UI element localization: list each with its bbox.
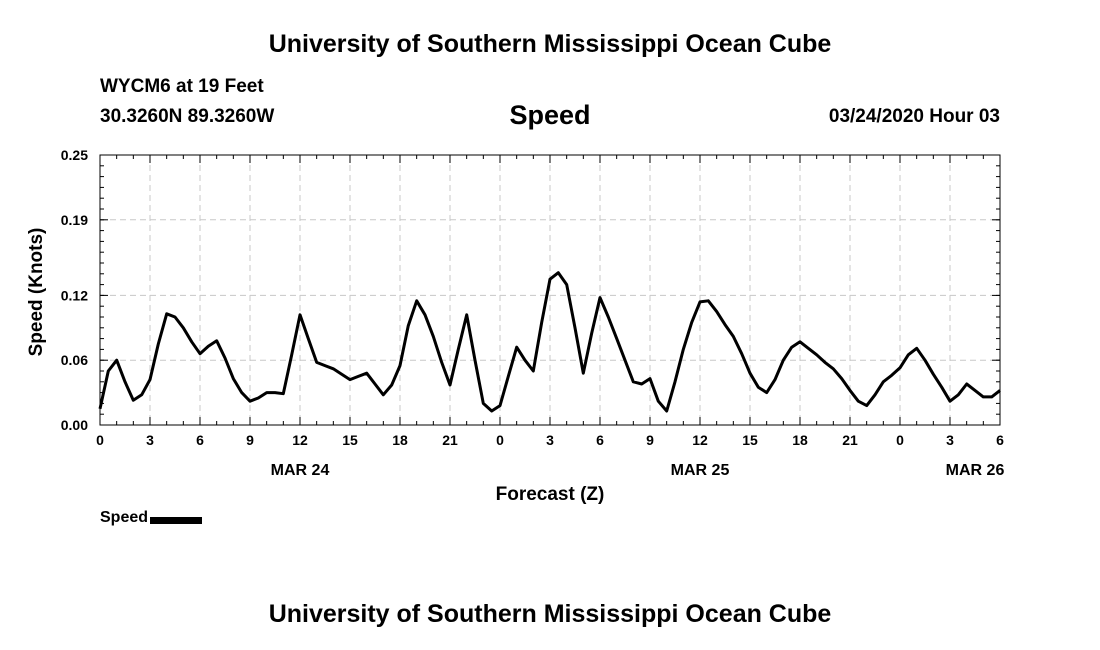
x-tick-label: 15 [342, 432, 358, 448]
x-tick-label: 18 [792, 432, 808, 448]
y-tick-label: 0.19 [61, 212, 88, 228]
x-tick-label: 21 [442, 432, 458, 448]
x-tick-label: 18 [392, 432, 408, 448]
x-tick-label: 6 [996, 432, 1004, 448]
station-coordinates: 30.3260N 89.3260W [100, 106, 275, 127]
series-layer [98, 271, 1001, 413]
y-axis-title: Speed (Knots) [26, 228, 47, 357]
station-label: WYCM6 at 19 Feet [100, 76, 264, 97]
x-tick-label: 0 [96, 432, 104, 448]
chart-title: Speed [509, 100, 591, 130]
legend: Speed [100, 509, 203, 527]
x-tick-label: 6 [196, 432, 204, 448]
x-tick-label: 21 [842, 432, 858, 448]
axis-ticks [99, 154, 1001, 426]
x-tick-label: 3 [146, 432, 154, 448]
series-line-speed [98, 271, 1001, 413]
x-tick-label: 3 [946, 432, 954, 448]
x-tick-label: 12 [692, 432, 708, 448]
x-tick-label: 12 [292, 432, 308, 448]
page-title-top: University of Southern Mississippi Ocean… [268, 30, 832, 58]
x-tick-label: 3 [546, 432, 554, 448]
date-label: MAR 25 [671, 462, 730, 479]
y-tick-label: 0.06 [61, 352, 88, 368]
y-tick-label: 0.12 [61, 287, 88, 303]
x-tick-label: 15 [742, 432, 758, 448]
legend-label: Speed [100, 509, 149, 526]
grid-lines [100, 155, 1000, 425]
page-title-bottom: University of Southern Mississippi Ocean… [268, 600, 832, 628]
axis-tick-labels: 0 3 6 9 12 15 18 21 0 3 6 9 12 15 18 21 0 3 6 0.00 0.06 0.12 0… [61, 147, 1005, 479]
x-tick-label: 9 [246, 432, 254, 448]
plot-frame [99, 154, 1001, 426]
legend-swatch [150, 517, 203, 524]
x-tick-label: 0 [496, 432, 504, 448]
x-tick-label: 9 [646, 432, 654, 448]
x-axis-title: Forecast (Z) [496, 484, 605, 505]
x-tick-label: 6 [596, 432, 604, 448]
y-tick-label: 0.00 [61, 417, 88, 433]
x-tick-label: 0 [896, 432, 904, 448]
y-tick-label: 0.25 [61, 147, 88, 163]
date-label: MAR 24 [271, 462, 330, 479]
forecast-run-time: 03/24/2020 Hour 03 [828, 106, 1000, 127]
date-label: MAR 26 [946, 462, 1005, 479]
